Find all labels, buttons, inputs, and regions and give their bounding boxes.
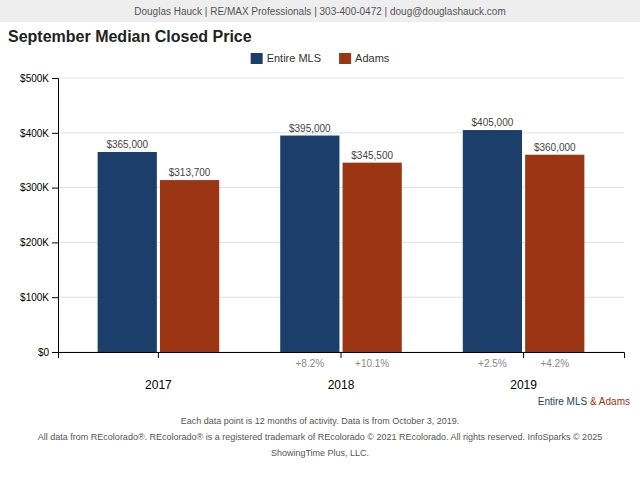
legend-label: Entire MLS (267, 52, 321, 64)
bar (160, 180, 219, 352)
labels: $365,000 $395,000 +8.2% $405,000 +2.5% $313,7… (106, 117, 576, 369)
series-bars (98, 130, 522, 352)
y-tick: $100K (20, 292, 58, 303)
y-tick-label: $100K (20, 292, 49, 303)
x-tick-label: 2017 (145, 378, 172, 392)
legend-swatch (339, 53, 351, 64)
data-label: $313,700 (169, 167, 211, 178)
y-tick-label: $400K (20, 128, 49, 139)
x-tick-line (341, 352, 342, 358)
data-label: $345,500 (351, 150, 393, 161)
y-tick-line (52, 297, 58, 298)
x-tick-label: 2019 (510, 378, 537, 392)
data-label: $395,000 (289, 123, 331, 134)
y-tick-label: $300K (20, 182, 49, 193)
x-tick: 2017 (145, 352, 172, 392)
bar (280, 136, 339, 352)
chart: Douglas Hauck | RE/MAX Professionals | 3… (0, 0, 640, 480)
footer: Each data point is 12 months of activity… (181, 416, 459, 426)
x-axis: 2017 2018 2019 (59, 352, 625, 392)
x-tick-line (158, 352, 159, 358)
x-tick: 2018 (328, 352, 355, 392)
y-tick: $200K (20, 237, 58, 248)
plot: $0 $100K $200K $300K $400K $500K 2017 2018 2019 $… (20, 73, 624, 392)
legend: Entire MLS Adams (251, 52, 390, 64)
data-label: $365,000 (106, 139, 148, 150)
grid-line (58, 78, 624, 79)
y-tick-line (52, 188, 58, 189)
y-tick: $500K (20, 73, 58, 84)
y-tick-line (52, 78, 58, 79)
legend-label: Adams (355, 52, 390, 64)
change-label: +10.1% (355, 358, 389, 369)
note-part: Entire MLS (538, 396, 590, 407)
legend-swatch (251, 53, 263, 64)
note-part: & Adams (590, 396, 630, 407)
note: Entire MLS & Adams (538, 396, 630, 407)
y-tick-label: $0 (38, 347, 50, 358)
grid (58, 78, 624, 352)
title: September Median Closed Price (8, 28, 252, 45)
grid-line (58, 132, 624, 133)
y-tick-line (52, 242, 58, 243)
x-tick: 2019 (510, 352, 537, 392)
y-tick-label: $200K (20, 237, 49, 248)
bar (525, 155, 584, 352)
change-label: +4.2% (540, 358, 569, 369)
x-tick-line (523, 352, 524, 358)
footer: ShowingTime Plus, LLC. (271, 448, 369, 458)
data-label: $405,000 (472, 117, 514, 128)
y-tick-label: $500K (20, 73, 49, 84)
y-axis: $0 $100K $200K $300K $400K $500K (20, 73, 58, 358)
legend-item: Adams (339, 52, 390, 64)
y-tick: $400K (20, 128, 58, 139)
y-tick: $0 (38, 347, 58, 358)
bar (98, 152, 157, 352)
legend-item: Entire MLS (251, 52, 321, 64)
series-bars (160, 155, 584, 352)
header: Douglas Hauck | RE/MAX Professionals | 3… (134, 6, 505, 17)
change-label: +2.5% (478, 358, 507, 369)
bar (343, 163, 402, 352)
bar (463, 130, 522, 352)
header-band (0, 0, 640, 22)
footer: All data from REcolorado®. REcolorado® i… (38, 432, 602, 442)
bars (98, 130, 585, 352)
change-label: +8.2% (296, 358, 325, 369)
x-tick-label: 2018 (328, 378, 355, 392)
y-tick-line (52, 133, 58, 134)
y-tick: $300K (20, 182, 58, 193)
data-label: $360,000 (534, 142, 576, 153)
y-tick-line (52, 352, 58, 353)
y-axis-domain (52, 79, 59, 353)
